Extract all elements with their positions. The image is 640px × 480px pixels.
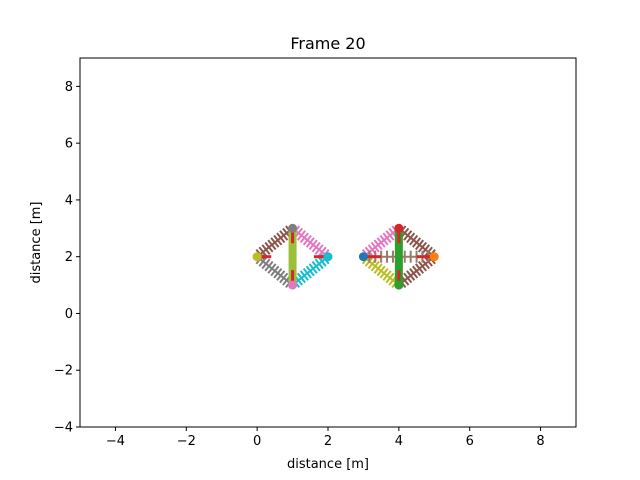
spring-hatch (264, 241, 274, 253)
spring-hatch (379, 267, 389, 279)
spring-hatch (406, 232, 416, 244)
x-tick-label: 2 (324, 434, 332, 449)
chart-title: Frame 20 (290, 34, 365, 53)
mass-node (288, 223, 298, 233)
y-tick-label: −4 (54, 421, 73, 436)
spring-hatch (305, 237, 315, 248)
y-tick-label: 0 (65, 307, 73, 322)
chart-marks (252, 223, 439, 290)
spring-hatch (412, 237, 422, 248)
mass-node (358, 252, 368, 262)
spring-hatch (403, 230, 413, 241)
spring-hatch (270, 265, 280, 277)
mass-node (288, 280, 298, 290)
spring-hatch (273, 234, 283, 246)
spring-hatch (317, 256, 327, 267)
spring-hatch (370, 260, 380, 272)
spring-hatch (414, 239, 425, 251)
axes: −4 −2 0 2 4 6 8 −4 −2 0 2 4 6 8 (54, 80, 545, 449)
y-axis-label: distance [m] (29, 201, 44, 283)
spring-hatch (403, 272, 413, 284)
spring-hatch (409, 267, 419, 279)
spring-hatch (385, 272, 395, 284)
x-tick-label: 8 (536, 434, 544, 449)
spring-hatch (305, 265, 315, 277)
spring-hatch (302, 234, 312, 246)
x-tick-label: 0 (253, 434, 261, 449)
spring-hatch (370, 241, 380, 253)
spring-hatch (414, 263, 425, 274)
spring-hatch (267, 239, 277, 251)
spring-hatch (261, 258, 271, 270)
spring-hatch (409, 234, 419, 246)
y-tick-label: 8 (65, 80, 73, 95)
spring-hatch (258, 246, 268, 258)
spring-hatch (264, 260, 274, 272)
spring-hatch (276, 270, 286, 281)
spring-hatch (311, 241, 321, 253)
spring-hatch (382, 232, 392, 244)
mass-node (323, 252, 333, 262)
spring-hatch (311, 260, 321, 272)
y-tick-label: −2 (54, 364, 73, 379)
spring-hatch (314, 258, 324, 270)
spring-hatch (258, 256, 268, 267)
plot-frame (79, 57, 577, 428)
spring-hatch (406, 270, 416, 281)
y-tick-label: 4 (65, 193, 73, 208)
spring-hatch (373, 263, 383, 274)
y-tick-label: 2 (65, 250, 73, 265)
spring-hatch (412, 265, 422, 277)
spring-hatch (385, 230, 395, 241)
mass-node (394, 280, 404, 290)
spring-hatch (261, 244, 271, 255)
x-tick-label: −2 (177, 434, 196, 449)
mass-node (429, 252, 439, 262)
spring-hatch (267, 263, 277, 274)
spring-hatch (299, 270, 309, 281)
spring-hatch (299, 232, 309, 244)
x-tick-label: −4 (106, 434, 125, 449)
spring-hatch (296, 230, 306, 241)
spring-hatch (308, 239, 318, 251)
spring-hatch (382, 270, 392, 281)
spring-hatch (308, 263, 318, 274)
x-tick-label: 4 (395, 434, 403, 449)
mass-node (252, 252, 262, 262)
y-tick-label: 6 (65, 137, 73, 152)
spring-hatch (373, 239, 383, 251)
mass-node (394, 223, 404, 233)
spring-hatch (270, 237, 280, 248)
spring-hatch (376, 237, 386, 248)
spring-hatch (296, 272, 306, 284)
spring-hatch (417, 241, 428, 253)
spring-hatch (376, 265, 386, 277)
spring-hatch (302, 267, 312, 279)
spring-hatch (379, 234, 389, 246)
spring-hatch (279, 272, 289, 284)
spring-hatch (417, 260, 428, 272)
spring-hatch (276, 232, 286, 244)
spring-hatch (273, 267, 283, 279)
x-axis-label: distance [m] (287, 457, 369, 472)
x-tick-label: 6 (466, 434, 474, 449)
spring-hatch (317, 246, 327, 258)
spring-hatch (314, 244, 324, 255)
spring-hatch (279, 230, 289, 241)
